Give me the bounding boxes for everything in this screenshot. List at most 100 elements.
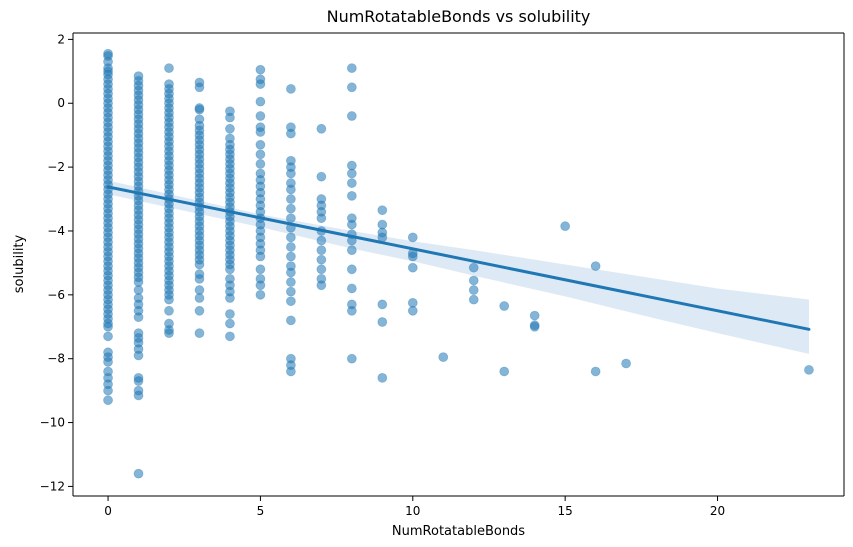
- data-point: [255, 127, 266, 137]
- data-point: [285, 213, 296, 224]
- data-point: [346, 245, 357, 256]
- data-point: [285, 184, 296, 195]
- data-points-layer: [103, 48, 814, 479]
- y-tick-label: −4: [47, 224, 65, 238]
- data-point: [407, 251, 418, 262]
- y-tick-label: −12: [40, 479, 65, 493]
- data-point: [316, 245, 327, 256]
- data-point: [316, 213, 327, 224]
- data-point: [529, 321, 540, 332]
- regression-line-layer: [106, 185, 811, 331]
- data-point: [255, 159, 266, 169]
- data-point: [346, 82, 357, 93]
- x-tick-label: 15: [558, 504, 573, 518]
- data-point: [285, 286, 296, 297]
- data-point: [164, 328, 174, 339]
- data-point: [285, 251, 296, 262]
- data-point: [346, 283, 357, 294]
- data-point: [103, 331, 113, 342]
- data-point: [194, 305, 205, 316]
- data-point: [285, 242, 296, 252]
- data-point: [590, 261, 601, 271]
- data-point: [225, 123, 235, 134]
- data-point: [346, 178, 357, 188]
- y-tick-label: −6: [47, 288, 65, 302]
- data-point: [285, 296, 296, 307]
- data-point: [316, 280, 327, 291]
- data-point: [346, 353, 357, 364]
- data-point: [499, 301, 510, 311]
- x-tick-label: 20: [710, 504, 725, 518]
- x-tick-label: 10: [405, 504, 420, 518]
- x-tick-label: 0: [104, 504, 112, 518]
- data-point: [285, 277, 296, 287]
- data-point: [133, 376, 144, 386]
- data-point: [255, 251, 266, 262]
- data-point: [377, 205, 388, 216]
- y-ticks-layer: 2 0 −2 −4 −6 −8 −10 −12: [40, 32, 73, 493]
- y-tick-label: −8: [47, 352, 65, 366]
- x-axis-label: NumRotatableBonds: [392, 524, 525, 539]
- data-point: [164, 63, 174, 74]
- data-point: [225, 309, 235, 319]
- data-point: [103, 321, 113, 332]
- data-point: [255, 64, 266, 75]
- data-point: [377, 299, 388, 310]
- regression-line: [106, 185, 811, 331]
- data-point: [133, 312, 144, 323]
- data-point: [285, 232, 296, 243]
- data-point: [407, 262, 418, 273]
- data-point: [194, 328, 205, 339]
- data-point: [346, 305, 357, 316]
- data-point: [346, 111, 357, 121]
- data-point: [407, 305, 418, 316]
- data-point: [346, 63, 357, 74]
- data-point: [346, 168, 357, 179]
- data-point: [316, 171, 327, 182]
- data-point: [468, 275, 479, 286]
- y-tick-label: 0: [57, 96, 65, 110]
- data-point: [407, 232, 418, 243]
- data-point: [255, 96, 266, 107]
- data-point: [133, 468, 144, 479]
- data-point: [377, 317, 388, 327]
- data-point: [468, 262, 479, 273]
- data-point: [103, 385, 113, 396]
- data-point: [103, 356, 113, 367]
- data-point: [225, 318, 235, 329]
- y-tick-label: −2: [47, 160, 65, 174]
- data-point: [285, 267, 296, 278]
- data-point: [285, 366, 296, 377]
- data-point: [255, 149, 266, 160]
- data-point: [316, 123, 327, 134]
- data-point: [255, 139, 266, 150]
- data-point: [164, 294, 174, 305]
- data-point: [194, 293, 205, 303]
- data-point: [285, 315, 296, 326]
- data-point: [255, 280, 266, 291]
- data-point: [377, 372, 388, 383]
- data-point: [194, 82, 205, 93]
- y-tick-label: −10: [40, 416, 65, 430]
- data-point: [285, 203, 296, 214]
- data-point: [194, 104, 205, 115]
- data-point: [133, 390, 144, 401]
- data-point: [316, 235, 327, 246]
- data-point: [346, 264, 357, 275]
- y-tick-label: 2: [57, 32, 65, 46]
- x-tick-label: 5: [257, 504, 265, 518]
- data-point: [225, 112, 235, 123]
- axes-layer: [72, 32, 845, 497]
- data-point: [804, 364, 814, 375]
- data-point: [499, 366, 510, 377]
- data-point: [621, 358, 632, 369]
- data-point: [590, 366, 601, 377]
- data-point: [316, 254, 327, 265]
- data-point: [285, 194, 296, 204]
- data-point: [468, 294, 479, 305]
- data-point: [225, 264, 235, 275]
- data-point: [438, 352, 449, 363]
- data-point: [560, 221, 571, 232]
- data-point: [255, 111, 266, 121]
